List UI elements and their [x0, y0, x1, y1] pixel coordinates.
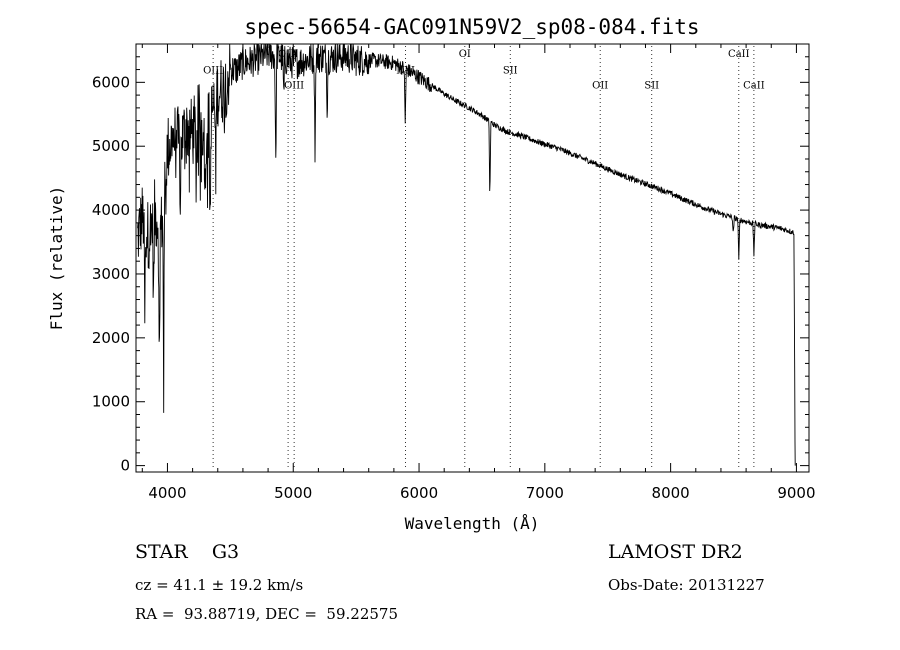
- object-class: STAR G3: [135, 541, 240, 563]
- x-tick-label: 7000: [526, 484, 564, 502]
- axis-ticks: 4000 5000 6000 7000 8000 9000 0 1000 2000 3000 400…: [92, 44, 816, 502]
- x-tick-label: 9000: [777, 484, 815, 502]
- x-tick-label: 8000: [652, 484, 690, 502]
- coordinates: RA = 93.88719, DEC = 59.22575: [135, 605, 399, 623]
- y-tick-label: 3000: [92, 265, 130, 283]
- line-marker-label: OIII: [284, 81, 304, 92]
- observation-date: Obs-Date: 20131227: [608, 576, 765, 594]
- survey-name: LAMOST DR2: [608, 541, 743, 563]
- x-tick-label: 5000: [274, 484, 312, 502]
- y-axis-label: Flux (relative): [47, 186, 66, 331]
- line-marker-label: OII: [592, 81, 608, 92]
- y-tick-label: 4000: [92, 201, 130, 219]
- line-marker-label: OI: [459, 49, 471, 60]
- y-tick-label: 0: [120, 457, 130, 475]
- line-marker-label: SII: [644, 81, 659, 92]
- x-axis-label: Wavelength (Å): [405, 514, 540, 533]
- line-marker-label: OIII: [203, 65, 223, 76]
- y-tick-label: 6000: [92, 73, 130, 91]
- y-tick-label: 1000: [92, 393, 130, 411]
- line-marker-label: CaII: [743, 81, 765, 92]
- line-marker-label: SII: [503, 65, 518, 76]
- line-marker-label: CaII: [728, 49, 750, 60]
- plot-frame: [135, 43, 810, 473]
- y-tick-label: 5000: [92, 137, 130, 155]
- redshift-velocity: cz = 41.1 ± 19.2 km/s: [135, 576, 304, 594]
- chart-title: spec-56654-GAC091N59V2_sp08-084.fits: [244, 15, 699, 39]
- line-marker-label: NaI: [396, 65, 415, 76]
- x-tick-label: 4000: [148, 484, 186, 502]
- spectrum-line: [137, 43, 796, 466]
- y-tick-label: 2000: [92, 329, 130, 347]
- x-tick-label: 6000: [400, 484, 438, 502]
